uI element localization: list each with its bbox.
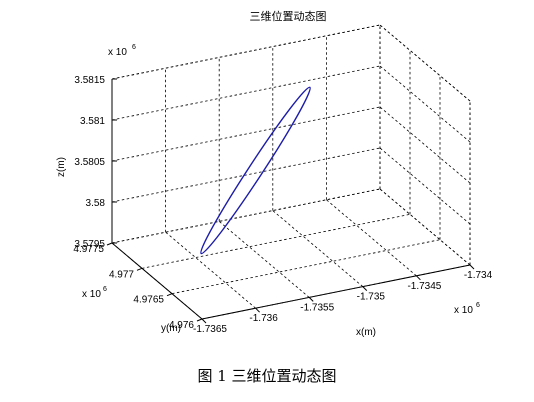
gridline-z-side (379, 147, 471, 225)
gridline-y-floor (141, 213, 411, 269)
x-exponent-label: x 10 (454, 305, 473, 316)
gridline-y-floor (171, 239, 441, 295)
x-tick (469, 264, 475, 270)
y-axis-line (111, 242, 203, 320)
y-exponent-label: x 10 (82, 289, 101, 300)
y-axis-label: y(m) (161, 323, 181, 334)
gridlines (111, 24, 471, 320)
z-exponent-power: 6 (132, 44, 136, 51)
figure-caption: 图 1 三维位置动态图 (197, 367, 337, 385)
series-trajectory-0 (200, 86, 311, 255)
x-tick (201, 318, 207, 324)
x-tick-label: -1.735 (357, 292, 386, 303)
x-tick (416, 275, 421, 281)
gridline-z-back (111, 65, 381, 121)
x-tick-label: -1.734 (464, 270, 493, 281)
gridline-z-back (111, 147, 381, 203)
x-tick (362, 286, 368, 291)
gridline-z-side (379, 106, 471, 184)
gridline-x-floor (165, 231, 256, 309)
y-exponent-power: 6 (103, 286, 107, 293)
x-exponent-power: 6 (476, 302, 480, 309)
z-tick-label: 3.5815 (74, 75, 105, 86)
x-tick (255, 307, 260, 313)
gridline-z-side (379, 65, 471, 143)
z-exponent-label: x 10 (108, 47, 127, 58)
z-tick-label: 3.5795 (74, 239, 105, 250)
x-tick-label: -1.7365 (193, 324, 227, 335)
y-tick-label: 4.9775 (73, 244, 104, 255)
y-tick (166, 293, 173, 297)
gridline-x-floor (218, 221, 310, 298)
x-tick (308, 297, 314, 302)
y-tick (106, 242, 113, 246)
x-tick-label: -1.7345 (407, 281, 441, 292)
y-tick-label: 4.9765 (133, 295, 164, 306)
x-tick-label: -1.7355 (300, 302, 334, 313)
chart-title: 三维位置动态图 (250, 9, 327, 23)
tick-marks (106, 78, 475, 324)
y-tick (196, 318, 203, 322)
z-axis-label: z(m) (56, 157, 67, 177)
gridline-z-back (111, 188, 381, 244)
z-tick-label: 3.581 (80, 116, 105, 127)
z-tick-label: 3.5805 (74, 157, 105, 168)
gridline-z-side (379, 188, 471, 266)
gridline-z-back (111, 106, 381, 162)
box-edge-top-back (111, 24, 381, 80)
gridline-x-floor (326, 199, 417, 277)
box-edge-top-side (379, 24, 471, 102)
y-tick (136, 267, 143, 271)
gridline-y-floor (201, 264, 471, 320)
x-axis-label: x(m) (356, 327, 376, 338)
x-tick-label: -1.736 (249, 313, 278, 324)
y-tick-label: 4.977 (109, 269, 134, 280)
series-layer (200, 86, 311, 255)
y-tick-label: 4.976 (169, 320, 194, 331)
z-tick-label: 3.58 (86, 198, 106, 209)
tick-labels: -1.7365 -1.736 -1.7355 -1.735 -1.7345 -1.734 4… (73, 75, 492, 335)
gridline-x-floor (272, 210, 364, 287)
